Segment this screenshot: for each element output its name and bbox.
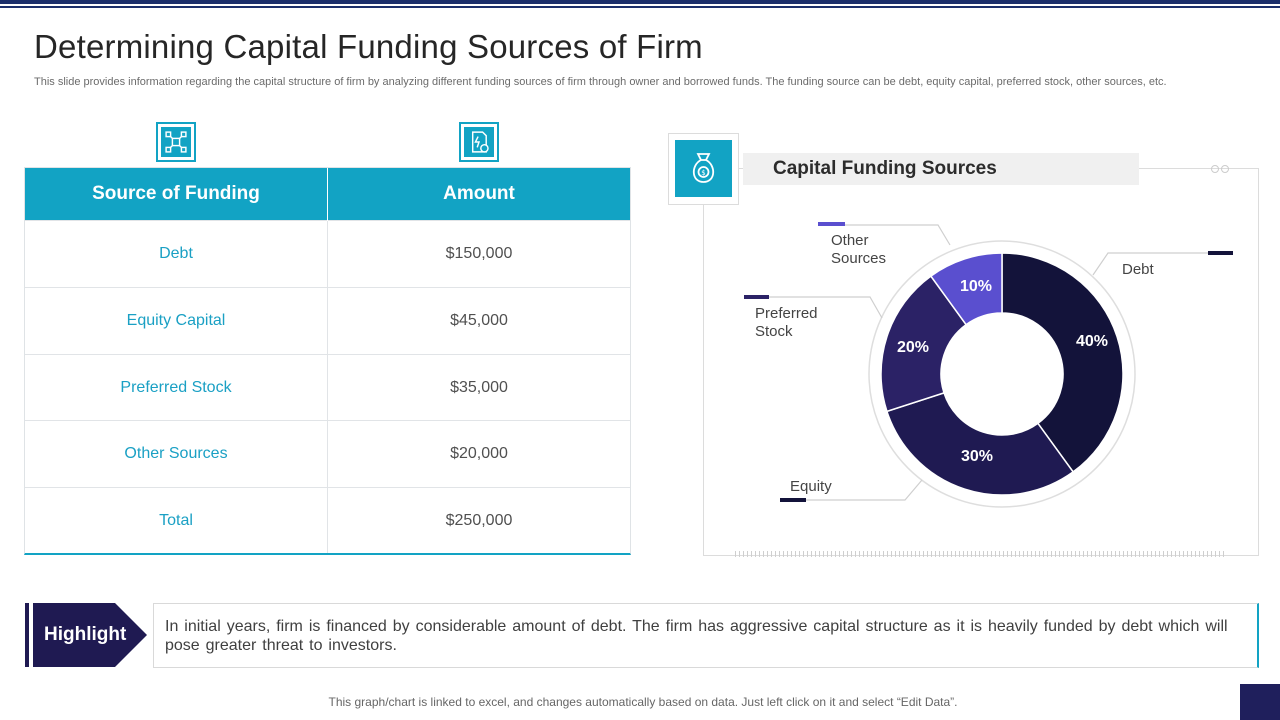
- highlight-box: [153, 603, 1259, 668]
- total-amount-cell: $250,000: [327, 487, 630, 553]
- slice-value-debt: 40%: [1076, 333, 1108, 350]
- money-bag-icon: $: [675, 140, 732, 197]
- amount-cell: $35,000: [327, 353, 630, 421]
- panel-ruler: [735, 551, 1225, 557]
- legend-marker-other-sources: [818, 222, 845, 226]
- amount-cell: $150,000: [327, 220, 630, 288]
- page-title: Determining Capital Funding Sources of F…: [34, 28, 703, 65]
- slice-label-debt: Debt: [1122, 261, 1155, 278]
- footer-note: This graph/chart is linked to excel, and…: [328, 695, 958, 709]
- table-row: Other Sources $20,000: [25, 420, 630, 488]
- funding-table: Source of Funding Amount Debt $150,000 E…: [24, 167, 631, 555]
- slice-label-other-sources: Other Sources: [831, 232, 886, 267]
- slice-value-other-sources: 10%: [960, 278, 992, 295]
- source-cell: Debt: [25, 220, 328, 288]
- network-icon: [156, 122, 196, 162]
- source-cell: Other Sources: [25, 420, 328, 488]
- slice-value-equity: 30%: [961, 448, 993, 465]
- chart-title-bar: [743, 153, 1139, 185]
- connector-debt: [1092, 252, 1208, 276]
- legend-marker-equity: [780, 498, 806, 502]
- donut-slice-debt: [1001, 252, 1124, 473]
- slice-label-equity: Equity: [790, 478, 832, 495]
- slice-label-preferred-stock: Preferred Stock: [755, 305, 818, 340]
- header-amount: Amount: [327, 168, 630, 221]
- highlight-label: Highlight: [44, 624, 127, 645]
- legend-marker-preferred-stock: [744, 295, 769, 299]
- svg-text:$: $: [701, 169, 705, 177]
- panel-dots-decoration: [1211, 165, 1229, 173]
- connector-preferred-stock: [758, 296, 883, 319]
- connector-equity: [805, 479, 923, 501]
- table-row: Preferred Stock $35,000: [25, 353, 630, 421]
- source-cell: Equity Capital: [25, 286, 328, 355]
- amount-cell: $20,000: [327, 420, 630, 488]
- legend-marker-debt: [1208, 251, 1233, 255]
- highlight-text: In initial years, firm is financed by co…: [165, 618, 1228, 654]
- donut-slice-preferred-stock: [880, 275, 968, 413]
- table-row: Total $250,000: [25, 487, 630, 553]
- chart-title: Capital Funding Sources: [773, 158, 997, 179]
- top-accent-bar: [0, 0, 1280, 4]
- corner-block: [1240, 684, 1280, 720]
- slice-value-preferred-stock: 20%: [897, 339, 929, 356]
- top-accent-line: [0, 6, 1280, 8]
- highlight-tag: [25, 603, 147, 667]
- header-source: Source of Funding: [25, 168, 328, 221]
- total-label-cell: Total: [25, 487, 328, 553]
- amount-cell: $45,000: [327, 286, 630, 355]
- donut-slice-other-sources: [929, 252, 1003, 326]
- table-row: Debt $150,000: [25, 220, 630, 288]
- document-icon: [459, 122, 499, 162]
- page-subtitle: This slide provides information regardin…: [34, 76, 1167, 88]
- donut-slice-equity: [885, 391, 1075, 496]
- donut-outer-ring: [868, 240, 1136, 508]
- source-cell: Preferred Stock: [25, 353, 328, 421]
- connector-other-sources: [828, 224, 951, 246]
- table-row: Equity Capital $45,000: [25, 286, 630, 355]
